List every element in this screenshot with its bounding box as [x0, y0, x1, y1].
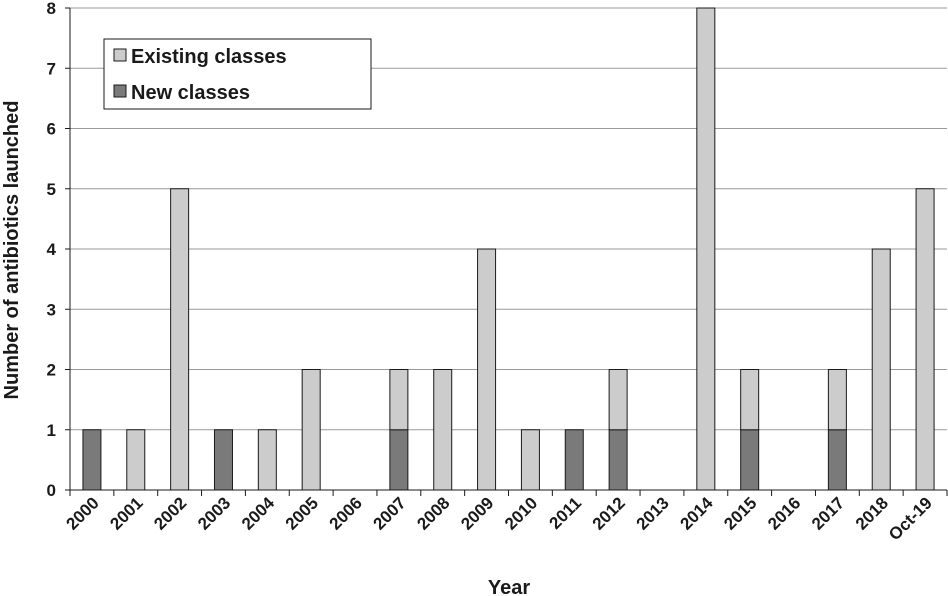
x-tick-label: 2006	[326, 493, 366, 533]
x-tick-label: 2008	[413, 493, 453, 533]
y-axis-title: Number of antibiotics launched	[1, 101, 23, 400]
x-tick-label: 2003	[194, 493, 234, 533]
legend-box	[103, 38, 372, 110]
y-tick-label: 4	[47, 240, 57, 259]
y-tick-label: 1	[47, 421, 56, 440]
x-tick-label: 2014	[676, 493, 717, 534]
bar-segment	[170, 188, 190, 491]
x-tick-label: 2004	[238, 493, 279, 534]
bar-segment	[564, 429, 584, 491]
legend-label-new: New classes	[131, 82, 250, 104]
y-tick-label: 7	[47, 59, 56, 78]
x-tick-label: 2016	[764, 493, 804, 533]
y-tick-label: 6	[47, 120, 56, 139]
y-tick-label: 8	[47, 0, 56, 18]
bar-segment	[608, 429, 628, 491]
x-tick-label: 2000	[63, 493, 103, 533]
x-tick-label: 2013	[633, 493, 673, 533]
y-tick-label: 2	[47, 361, 56, 380]
x-tick-label: 2002	[150, 493, 190, 533]
x-axis-title: Year	[488, 577, 530, 596]
x-tick-labels: 2000 2001 2002 2003 2004 2005 2006 2007 2008 2009…	[63, 493, 936, 544]
bar-segment	[389, 429, 409, 491]
legend: Existing classes New classes	[103, 38, 372, 110]
bar-segment	[213, 429, 233, 491]
bar-segment	[740, 429, 760, 491]
bar-segment	[477, 248, 497, 491]
y-tick-labels: 0 1 2 3 4 5 6 7 8	[47, 0, 70, 500]
bar-segment	[915, 188, 935, 491]
bar-segment	[520, 429, 540, 491]
bar-segment	[126, 429, 146, 491]
legend-swatch-existing	[113, 48, 127, 62]
legend-swatch-new	[113, 84, 127, 98]
x-tick-label: 2010	[501, 493, 541, 533]
x-tick-label: 2009	[457, 493, 497, 533]
y-tick-label: 5	[47, 180, 56, 199]
bar-segment	[257, 429, 277, 491]
y-tick-label: 3	[47, 300, 56, 319]
x-tick-label: 2001	[106, 493, 146, 533]
bar-segment	[301, 369, 321, 491]
x-tick-label: 2005	[282, 493, 322, 533]
bar-segment	[740, 369, 760, 431]
bar-segment	[608, 369, 628, 431]
x-tick-label: 2017	[808, 493, 848, 533]
x-tick-label: 2015	[720, 493, 760, 533]
bar-segment	[82, 429, 102, 491]
y-tick-label: 0	[47, 481, 56, 500]
x-tick-label: 2007	[370, 493, 410, 533]
bar-segment	[389, 369, 409, 431]
x-tick-label: 2011	[546, 493, 586, 533]
bar-segment	[433, 369, 453, 491]
x-tick-label: 2012	[589, 493, 629, 533]
bar-segment	[827, 369, 847, 431]
bar-segment	[696, 7, 716, 491]
x-tick-label: 2018	[852, 493, 892, 533]
legend-label-existing: Existing classes	[131, 46, 287, 68]
bar-segment	[827, 429, 847, 491]
x-tick-label: Oct-19	[885, 493, 936, 544]
bar-segment	[871, 248, 891, 491]
